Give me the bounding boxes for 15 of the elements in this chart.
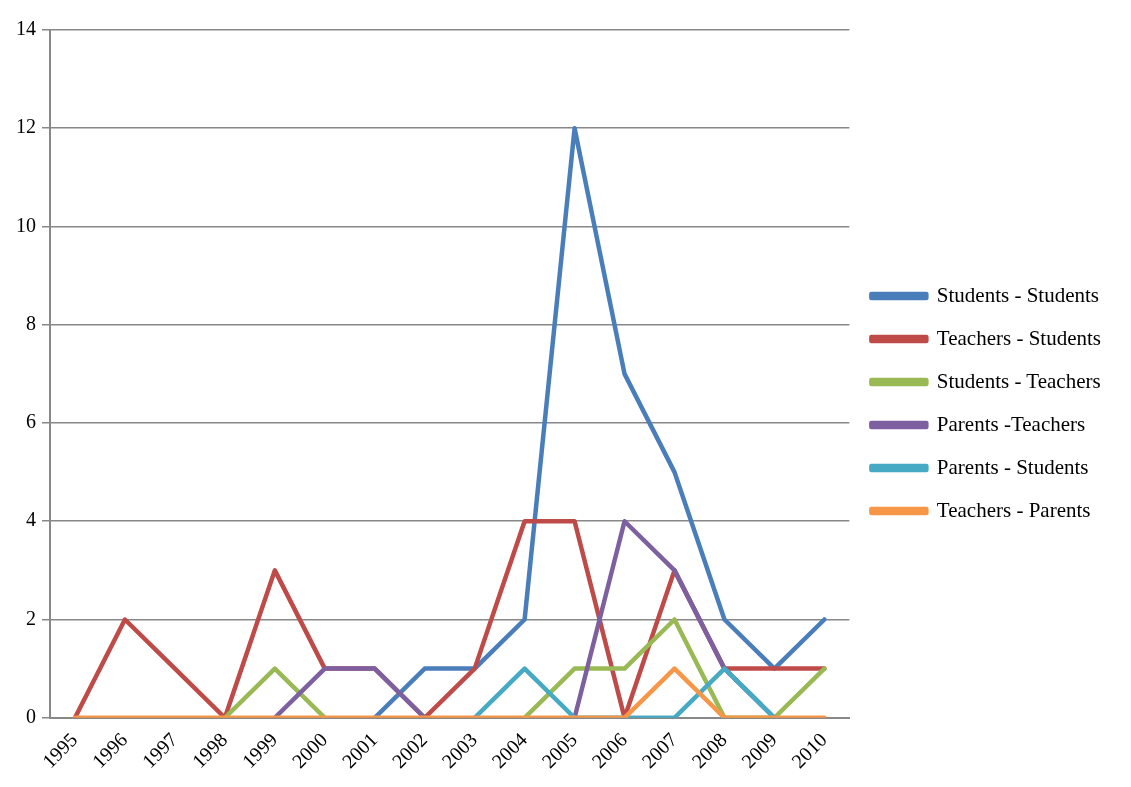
legend-label: Students - Teachers	[936, 368, 1101, 393]
y-tick-label: 2	[26, 606, 36, 629]
x-tick-label: 1999	[237, 728, 282, 773]
y-tick-label: 8	[26, 312, 36, 334]
y-tick-label: 0	[26, 705, 36, 727]
y-tick-label: 14	[16, 17, 36, 40]
legend-label: Students - Students	[936, 282, 1100, 307]
y-tick-label: 4	[26, 508, 36, 531]
legend-label: Teachers - Parents	[936, 497, 1091, 522]
y-tick-label: 12	[16, 115, 36, 138]
legend-label: Parents -Teachers	[936, 411, 1086, 436]
y-tick-label: 10	[16, 213, 36, 236]
legend-label: Parents - Students	[936, 454, 1089, 479]
y-tick-label: 6	[26, 410, 36, 433]
legend-label: Teachers - Students	[936, 325, 1102, 350]
